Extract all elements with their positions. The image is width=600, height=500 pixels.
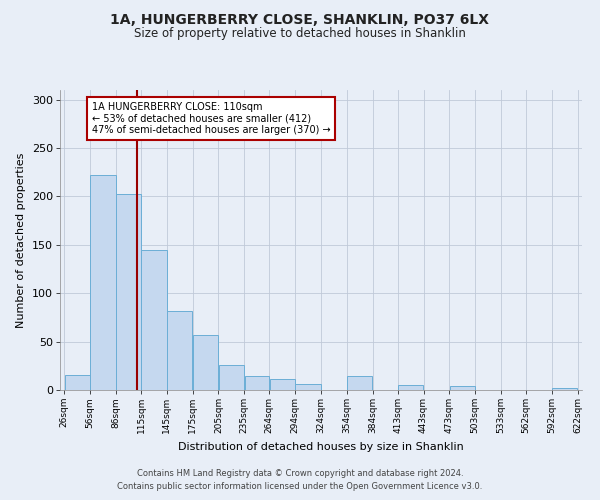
Bar — [167, 310, 193, 390]
Bar — [552, 388, 577, 390]
X-axis label: Distribution of detached houses by size in Shanklin: Distribution of detached houses by size … — [178, 442, 464, 452]
Bar — [219, 365, 244, 390]
Bar — [245, 376, 269, 390]
Bar — [141, 250, 167, 390]
Text: 1A HUNGERBERRY CLOSE: 110sqm
← 53% of detached houses are smaller (412)
47% of s: 1A HUNGERBERRY CLOSE: 110sqm ← 53% of de… — [92, 102, 331, 135]
Bar — [116, 194, 141, 390]
Bar — [449, 386, 475, 390]
Bar — [269, 380, 295, 390]
Bar — [193, 335, 218, 390]
Bar — [398, 385, 423, 390]
Bar — [347, 376, 373, 390]
Text: Contains public sector information licensed under the Open Government Licence v3: Contains public sector information licen… — [118, 482, 482, 491]
Y-axis label: Number of detached properties: Number of detached properties — [16, 152, 26, 328]
Bar — [65, 374, 90, 390]
Text: Size of property relative to detached houses in Shanklin: Size of property relative to detached ho… — [134, 28, 466, 40]
Text: Contains HM Land Registry data © Crown copyright and database right 2024.: Contains HM Land Registry data © Crown c… — [137, 468, 463, 477]
Bar — [91, 175, 116, 390]
Text: 1A, HUNGERBERRY CLOSE, SHANKLIN, PO37 6LX: 1A, HUNGERBERRY CLOSE, SHANKLIN, PO37 6L… — [110, 12, 490, 26]
Bar — [295, 384, 321, 390]
